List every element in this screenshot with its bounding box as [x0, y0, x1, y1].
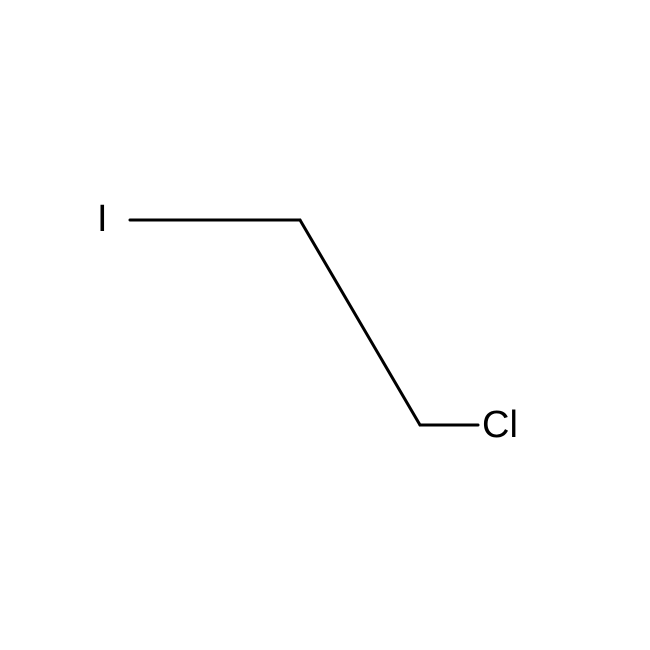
atom-chlorine: Cl: [482, 406, 518, 444]
bond-line: [300, 220, 420, 425]
structure-canvas: I Cl: [0, 0, 650, 650]
bond-layer: [0, 0, 650, 650]
atom-iodine: I: [97, 200, 108, 238]
